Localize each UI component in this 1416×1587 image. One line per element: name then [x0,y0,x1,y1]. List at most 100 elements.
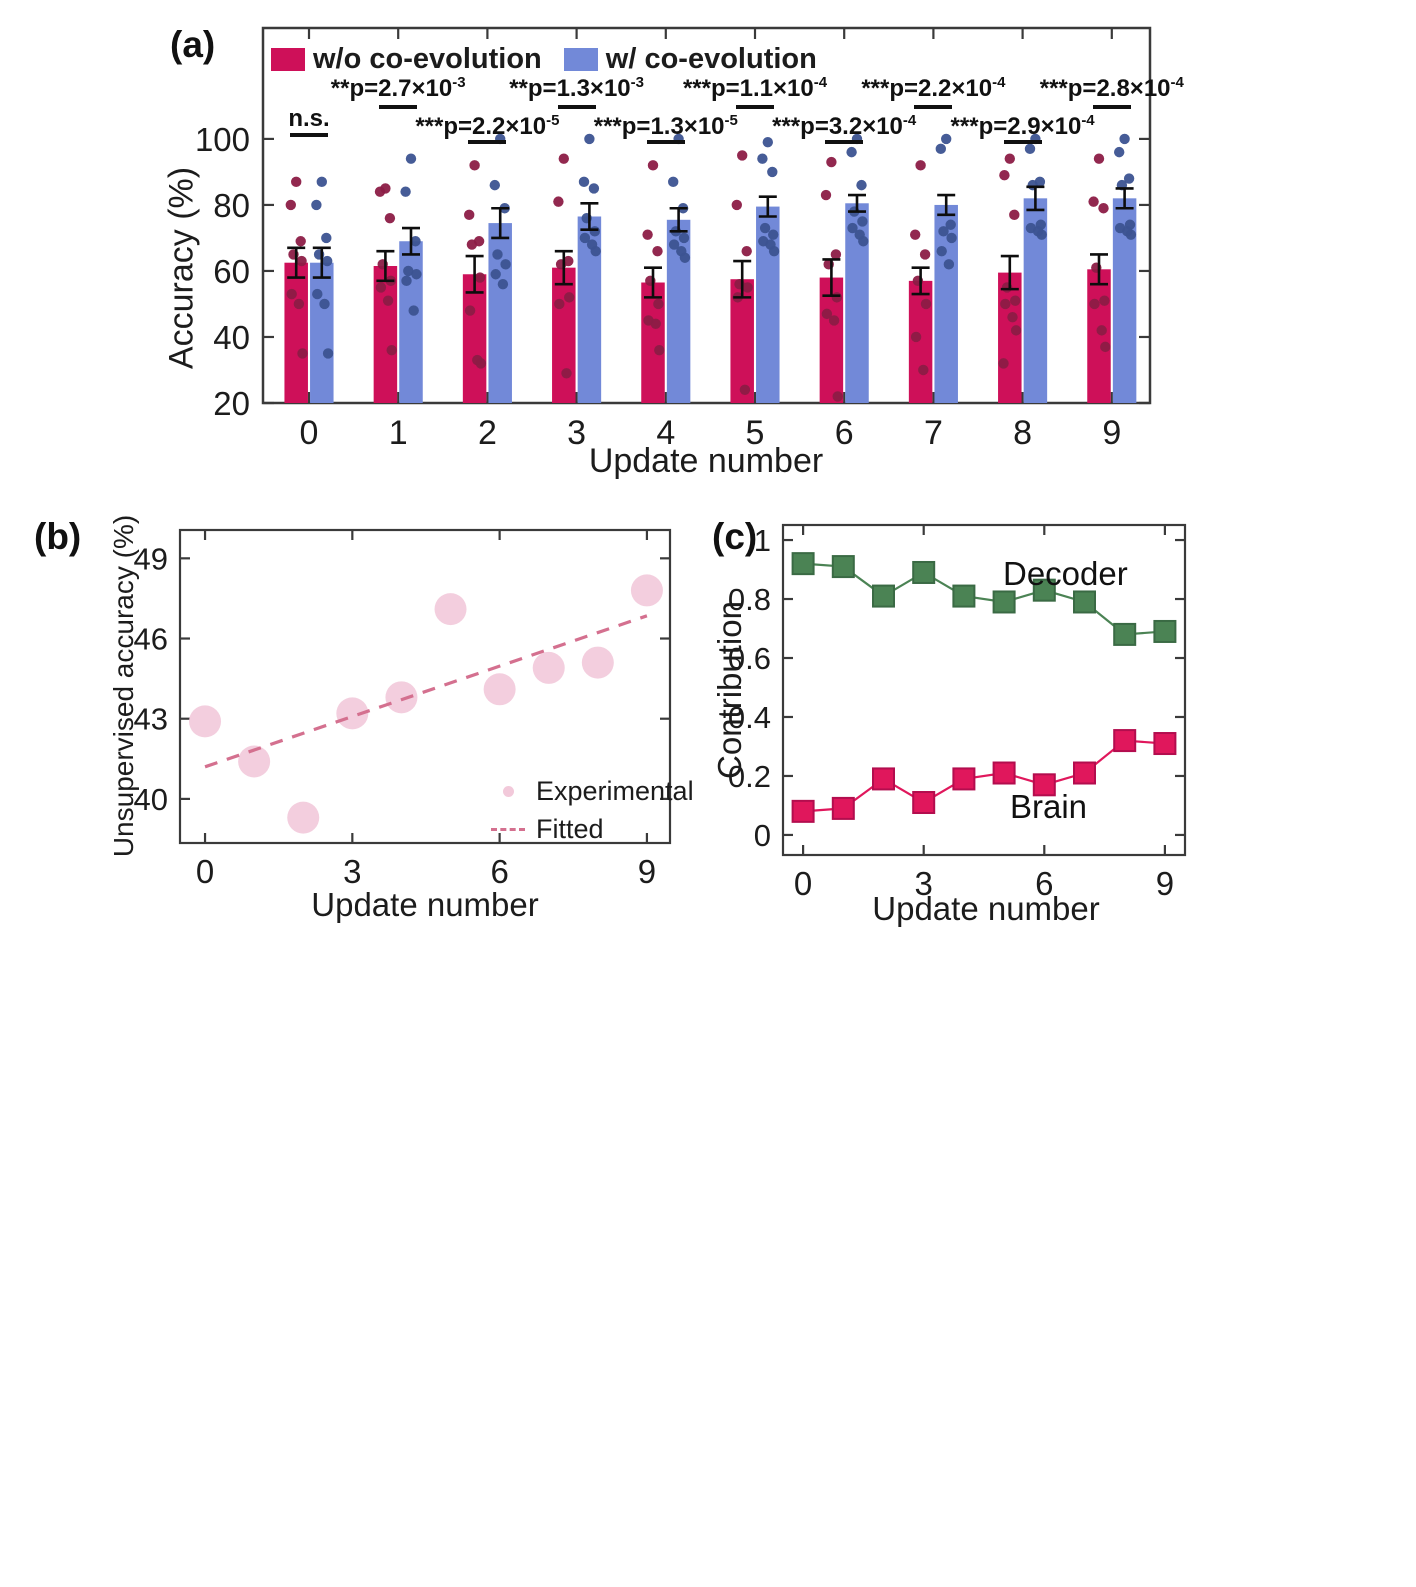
brain-line [803,739,1165,813]
data-dot-wo-coevolution [1010,295,1021,306]
data-dot-w-coevolution [936,245,947,257]
x-tick-label: 6 [1035,865,1053,902]
experimental-point [630,574,663,607]
data-dot-wo-coevolution [910,229,921,240]
data-dot-wo-coevolution [918,364,929,376]
data-dot-wo-coevolution [475,358,487,369]
data-dot-wo-coevolution [828,315,840,326]
y-tick-label: 100 [195,121,250,158]
data-dot-wo-coevolution [285,199,296,211]
data-dot-wo-coevolution [1009,209,1020,221]
y-tick-label: 40 [213,319,250,356]
data-dot-wo-coevolution [650,318,661,329]
y-axis-label-a: Accuracy (%) [162,166,201,370]
bar-wo-coevolution [1087,269,1111,403]
data-dot-wo-coevolution [915,160,926,171]
data-dot-w-coevolution [322,348,334,359]
data-dot-w-coevolution [938,226,949,237]
x-tick-label: 9 [1156,865,1174,902]
y-axis-label-b: Unsupervised accuracy (%) [108,514,139,858]
significance-line [557,105,596,109]
data-dot-wo-coevolution [831,292,842,303]
data-dot-wo-coevolution [652,245,663,257]
p-value-annotation: ***p=2.9×10-4 [950,112,1095,140]
data-dot-wo-coevolution [910,331,922,343]
data-dot-w-coevolution [489,179,500,191]
x-tick-label: 9 [638,853,656,890]
bar-w-coevolution [1112,198,1137,403]
bar-w-coevolution [310,262,334,403]
y-tick-label: 0.2 [728,759,771,794]
p-value-annotation: n.s. [288,105,330,132]
data-dot-wo-coevolution [826,156,837,168]
y-tick-label: 40 [134,782,168,817]
data-dot-w-coevolution [1125,229,1137,240]
brain-marker [831,796,855,820]
p-value-annotation: ***p=2.2×10-4 [861,74,1006,102]
data-dot-wo-coevolution [286,288,297,300]
decoder-marker [1113,622,1137,646]
p-value-annotation: **p=2.7×10-3 [330,74,466,102]
y-tick-label: 60 [213,253,250,290]
data-dot-w-coevolution [768,245,780,257]
data-dot-wo-coevolution [1010,325,1022,336]
panel-b-letter: (b) [34,516,82,557]
y-tick-label: 1 [754,523,771,558]
brain-marker [1153,732,1177,756]
x-tick-label: 6 [490,853,508,890]
data-dot-wo-coevolution [386,344,397,356]
data-dot-w-coevolution [759,222,771,234]
data-dot-w-coevolution [584,133,595,145]
p-value-annotation: ***p=2.2×10-5 [415,112,560,140]
bar-wo-coevolution [908,280,933,403]
data-dot-wo-coevolution [1099,295,1110,306]
data-dot-w-coevolution [311,199,322,211]
data-dot-w-coevolution [316,176,327,188]
data-dot-w-coevolution [589,226,600,237]
brain-marker [992,761,1016,785]
p-value-annotation: ***p=1.3×10-5 [593,112,738,140]
bar-w-coevolution [666,219,691,403]
brain-marker [1032,773,1056,797]
data-dot-wo-coevolution [731,199,742,211]
data-dot-w-coevolution [941,133,952,145]
data-dot-w-coevolution [1123,173,1135,184]
data-dot-wo-coevolution [384,212,396,224]
data-dot-wo-coevolution [741,245,752,257]
significance-line [379,105,418,109]
data-dot-wo-coevolution [297,348,308,359]
data-dot-w-coevolution [846,146,857,158]
data-dot-wo-coevolution [464,209,475,221]
data-dot-w-coevolution [935,143,946,155]
bar-w-coevolution [577,216,602,403]
y-tick-label: 0.8 [728,582,771,617]
legend-label-experimental: Experimental [536,776,694,806]
x-tick-label: 4 [656,414,675,452]
y-tick-label: 0 [754,818,771,853]
data-dot-w-coevolution [668,239,680,250]
data-dot-wo-coevolution [293,298,305,310]
data-dot-wo-coevolution [647,160,659,171]
experimental-point [532,651,565,684]
x-tick-label: 3 [915,865,933,902]
bar-wo-coevolution [552,267,576,403]
data-dot-wo-coevolution [821,308,833,320]
y-axis-label-c: Contribution [711,601,748,779]
bar-wo-coevolution [284,262,308,403]
brain-marker [1113,729,1137,753]
decoder-marker [952,584,976,608]
x-tick-label: 0 [196,853,214,890]
data-dot-w-coevolution [578,176,590,188]
experimental-point [189,705,222,738]
significance-line [914,105,953,109]
data-dot-wo-coevolution [742,282,753,293]
panel-c-line-chart: 0 3 6 9 0 0.2 0.4 0.6 0.8 1 Decoder Brain Update … [700,498,1260,948]
x-tick-label: 0 [300,414,319,452]
decoder-marker [1032,578,1056,602]
data-dot-w-coevolution [319,298,330,310]
data-dot-w-coevolution [946,232,957,244]
decoder-marker [912,560,936,584]
data-dot-w-coevolution [408,305,419,316]
x-axis-label-c: Update number [872,890,1100,927]
